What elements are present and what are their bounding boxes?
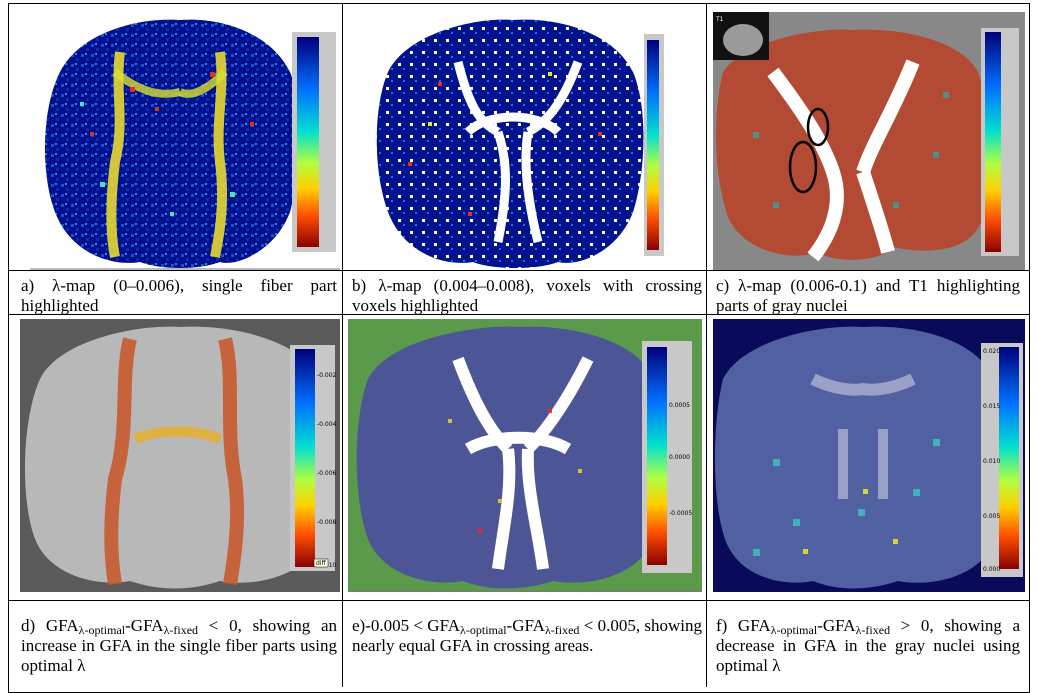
caption-f: f) GFAλ-optimal-GFAλ-fixed > 0, showing … (716, 616, 1021, 675)
panel-f-image: 0.020 0.015 0.010 0.005 0.000 (713, 319, 1025, 592)
caption-a: a) λ-map (0–0.006), single fiber part hi… (21, 276, 337, 315)
tick-label: -0.004 (317, 421, 337, 428)
brain-slice (715, 326, 1005, 589)
colorbar (647, 347, 667, 565)
caption-b: b) λ-map (0.004–0.008), voxels with cros… (352, 276, 702, 315)
colorbar (297, 37, 319, 247)
column-divider (706, 3, 707, 687)
brain-slice (44, 19, 301, 268)
tick-label: 0.020 (983, 348, 1000, 355)
tick-label: 0.010 (983, 458, 1000, 465)
caption-e: e)-0.005 < GFAλ-optimal-GFAλ-fixed < 0.0… (352, 616, 703, 655)
row-divider (8, 314, 1030, 315)
row-divider (8, 600, 1030, 601)
brain-slice (376, 19, 644, 268)
brain-slice (24, 326, 333, 589)
column-divider (342, 3, 343, 687)
row-divider (8, 270, 1030, 271)
panel-d-image: -0.002 -0.004 -0.006 -0.008 -0.010 diff (20, 319, 340, 592)
caption-c: c) λ-map (0.006-0.1) and T1 highlighting… (716, 276, 1020, 315)
colorbar (295, 349, 315, 567)
tick-label: 0.0005 (669, 402, 690, 409)
tick-label: 0.005 (983, 513, 1000, 520)
panel-b-image (348, 12, 702, 270)
tick-label: -0.006 (317, 470, 337, 477)
colorbar (999, 347, 1019, 569)
panel-e-image: 0.0005 0.0000 -0.0005 (348, 319, 702, 592)
tick-label: 0.000 (983, 566, 1000, 573)
caption-d: d) GFAλ-optimal-GFAλ-fixed < 0, showing … (21, 616, 337, 675)
colorbar-tag: diff (316, 560, 326, 567)
colorbar (647, 40, 659, 250)
tick-label: -0.002 (317, 372, 337, 379)
tick-label: -0.008 (317, 519, 337, 526)
colorbar (985, 32, 1001, 252)
panel-c-image: T1 (713, 12, 1025, 270)
tick-label: 0.015 (983, 403, 1000, 410)
tick-label: -0.0005 (669, 510, 692, 517)
tick-label: 0.0000 (669, 454, 690, 461)
brain-slice (716, 29, 989, 260)
inset-label: T1 (715, 16, 724, 23)
panel-a-image (20, 12, 340, 270)
